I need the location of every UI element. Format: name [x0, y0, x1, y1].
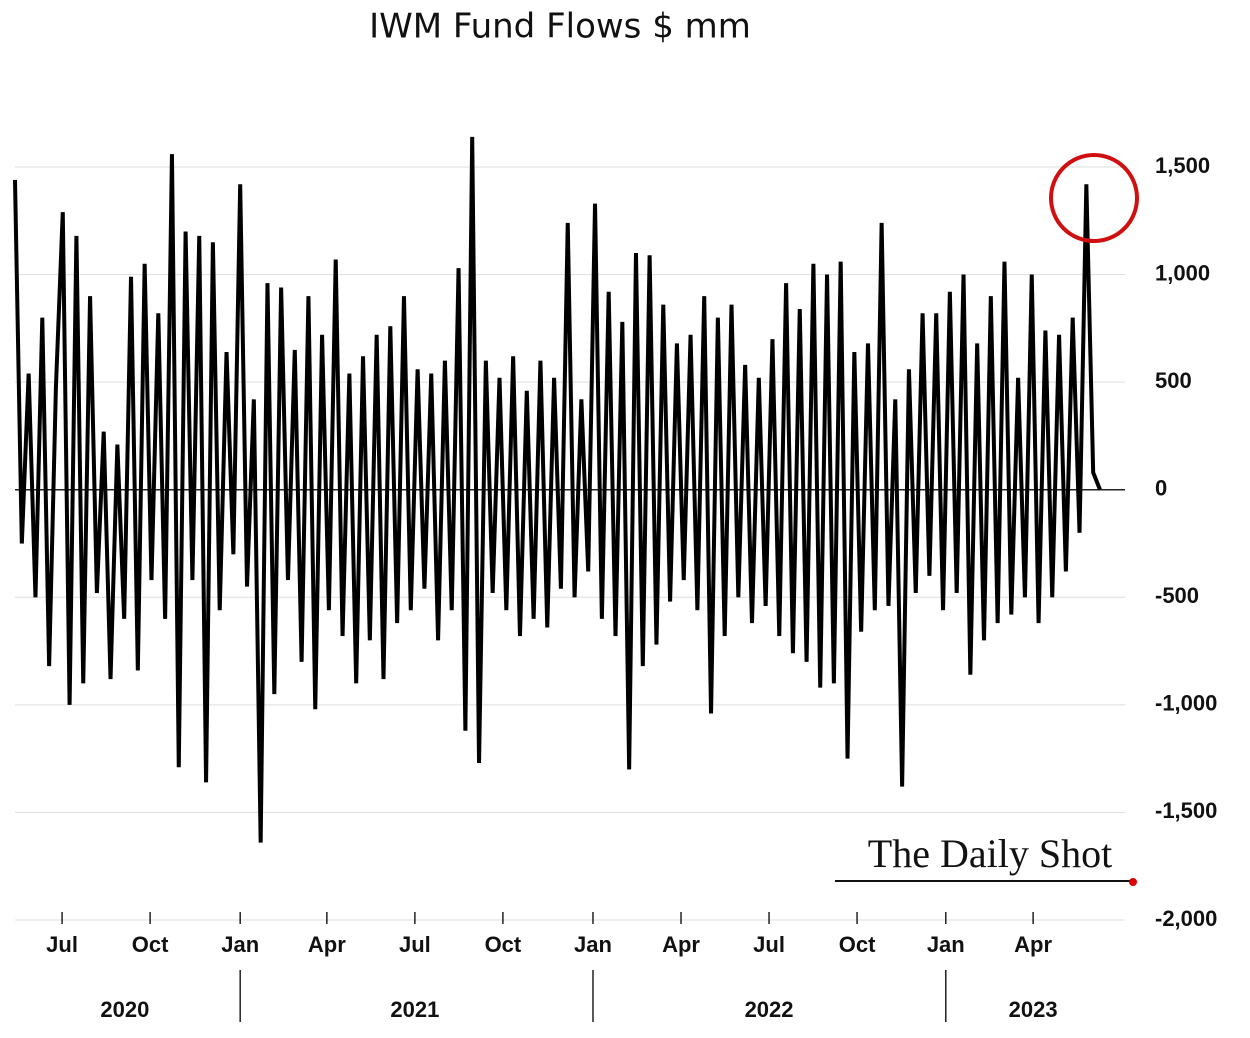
- x-tick-label: Apr: [308, 932, 346, 957]
- x-tick-label: Oct: [485, 932, 522, 957]
- y-tick-label: 0: [1155, 476, 1167, 501]
- year-label: 2021: [390, 997, 439, 1022]
- x-tick-label: Jan: [927, 932, 965, 957]
- chart-title: IWM Fund Flows $ mm: [369, 7, 751, 47]
- x-tick-label: Apr: [662, 932, 700, 957]
- year-label: 2020: [100, 997, 149, 1022]
- x-tick-label: Jul: [46, 932, 78, 957]
- year-label: 2022: [745, 997, 794, 1022]
- y-tick-label: 1,000: [1155, 260, 1210, 285]
- watermark: The Daily Shot: [868, 831, 1112, 876]
- y-tick-label: 1,500: [1155, 153, 1210, 178]
- y-tick-label: -500: [1155, 583, 1199, 608]
- x-tick-label: Oct: [132, 932, 169, 957]
- flow-line: [13, 136, 1102, 843]
- y-tick-label: -1,000: [1155, 691, 1217, 716]
- y-tick-label: -2,000: [1155, 906, 1217, 931]
- watermark-dot: [1129, 878, 1137, 886]
- year-label: 2023: [1009, 997, 1058, 1022]
- x-tick-label: Jul: [753, 932, 785, 957]
- highlight-circle: [1049, 153, 1139, 243]
- y-tick-label: 500: [1155, 368, 1192, 393]
- x-tick-label: Jan: [221, 932, 259, 957]
- plot: 1,500 1,000 500 0 -500 -1,000 -1,500 -2,000 Jul O…: [13, 136, 1217, 1022]
- x-tick-label: Jul: [399, 932, 431, 957]
- x-tick-label: Apr: [1014, 932, 1052, 957]
- y-tick-label: -1,500: [1155, 798, 1217, 823]
- x-tick-label: Jan: [574, 932, 612, 957]
- x-tick-label: Oct: [839, 932, 876, 957]
